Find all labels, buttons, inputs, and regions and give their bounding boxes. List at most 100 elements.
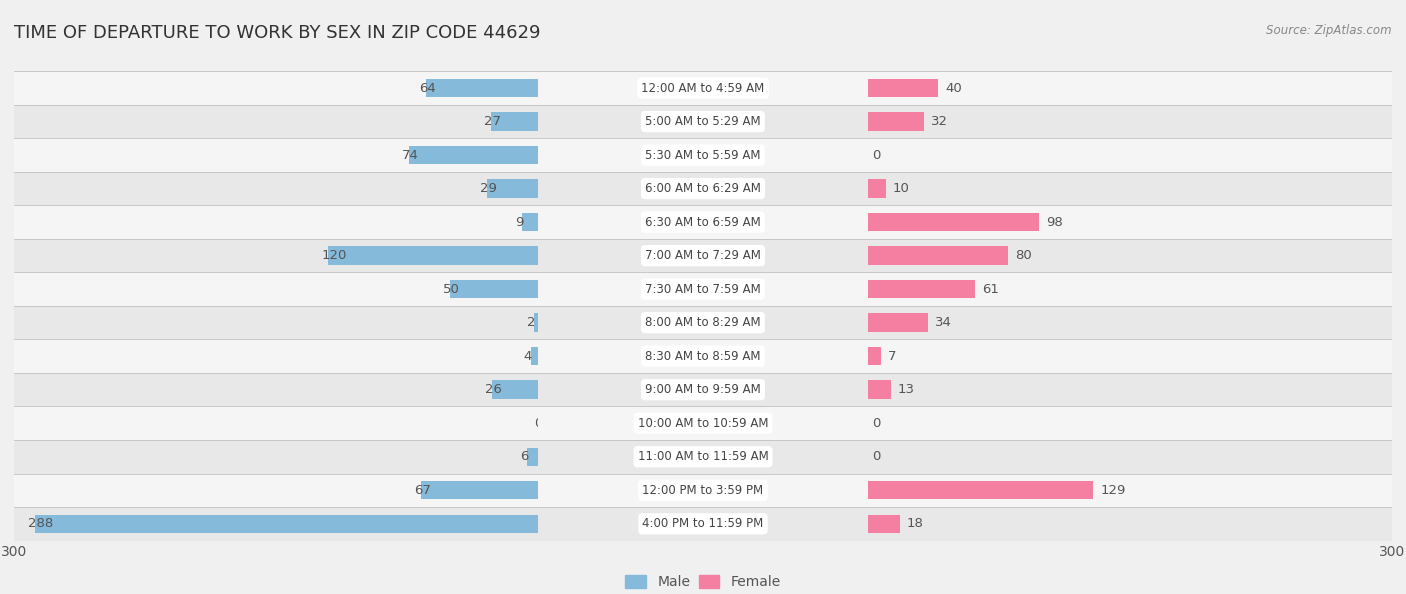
Bar bbox=[869, 314, 928, 332]
Text: 8:30 AM to 8:59 AM: 8:30 AM to 8:59 AM bbox=[645, 350, 761, 363]
Bar bbox=[14, 172, 537, 206]
Bar bbox=[537, 138, 869, 172]
Bar bbox=[869, 239, 1392, 273]
Bar bbox=[534, 314, 537, 332]
Bar bbox=[869, 306, 1392, 339]
Text: 288: 288 bbox=[28, 517, 53, 530]
Bar bbox=[537, 306, 869, 339]
Bar bbox=[486, 179, 537, 198]
Bar bbox=[14, 473, 537, 507]
Text: 0: 0 bbox=[872, 148, 880, 162]
Text: 120: 120 bbox=[321, 249, 347, 262]
Bar bbox=[537, 406, 869, 440]
Text: 6:30 AM to 6:59 AM: 6:30 AM to 6:59 AM bbox=[645, 216, 761, 229]
Text: 18: 18 bbox=[907, 517, 924, 530]
Text: 11:00 AM to 11:59 AM: 11:00 AM to 11:59 AM bbox=[638, 450, 768, 463]
Bar bbox=[14, 406, 537, 440]
Text: 9:00 AM to 9:59 AM: 9:00 AM to 9:59 AM bbox=[645, 383, 761, 396]
Bar bbox=[14, 440, 537, 473]
Bar bbox=[869, 347, 880, 365]
Bar bbox=[869, 138, 1392, 172]
Bar bbox=[869, 406, 1392, 440]
Text: 10: 10 bbox=[893, 182, 910, 195]
Bar bbox=[14, 373, 537, 406]
Bar bbox=[537, 473, 869, 507]
Bar bbox=[869, 280, 974, 298]
Text: 0: 0 bbox=[872, 417, 880, 429]
Bar bbox=[869, 406, 1392, 440]
Bar bbox=[14, 239, 537, 273]
Text: 5:00 AM to 5:29 AM: 5:00 AM to 5:29 AM bbox=[645, 115, 761, 128]
Text: 4:00 PM to 11:59 PM: 4:00 PM to 11:59 PM bbox=[643, 517, 763, 530]
Bar bbox=[869, 514, 900, 533]
Bar bbox=[14, 507, 537, 541]
Bar bbox=[14, 71, 537, 105]
Bar bbox=[869, 473, 1392, 507]
Bar bbox=[491, 112, 537, 131]
Text: 129: 129 bbox=[1101, 484, 1126, 497]
Text: 0: 0 bbox=[534, 417, 543, 429]
Bar bbox=[869, 507, 1392, 541]
Bar bbox=[537, 71, 869, 105]
Text: 32: 32 bbox=[931, 115, 948, 128]
Bar bbox=[869, 71, 1392, 105]
Bar bbox=[869, 381, 891, 399]
Text: 0: 0 bbox=[872, 450, 880, 463]
Bar bbox=[537, 339, 869, 373]
Text: 64: 64 bbox=[419, 81, 436, 94]
Bar bbox=[869, 172, 1392, 206]
Bar bbox=[869, 172, 1392, 206]
Bar bbox=[14, 373, 537, 406]
Bar bbox=[537, 206, 869, 239]
Bar bbox=[14, 339, 537, 373]
Bar bbox=[420, 481, 537, 500]
Bar bbox=[527, 447, 537, 466]
Bar bbox=[869, 112, 924, 131]
Bar bbox=[869, 481, 1094, 500]
Bar bbox=[14, 172, 537, 206]
Bar bbox=[869, 213, 1039, 231]
Text: 27: 27 bbox=[484, 115, 501, 128]
Bar bbox=[869, 273, 1392, 306]
Bar bbox=[537, 138, 869, 172]
Bar bbox=[14, 406, 537, 440]
Bar bbox=[14, 306, 537, 339]
Bar bbox=[869, 273, 1392, 306]
Text: 26: 26 bbox=[485, 383, 502, 396]
Bar bbox=[869, 206, 1392, 239]
Text: 12:00 AM to 4:59 AM: 12:00 AM to 4:59 AM bbox=[641, 81, 765, 94]
Text: 2: 2 bbox=[527, 316, 536, 329]
Bar bbox=[537, 373, 869, 406]
Bar bbox=[869, 339, 1392, 373]
Legend: Male, Female: Male, Female bbox=[620, 570, 786, 594]
Bar bbox=[869, 179, 886, 198]
Bar bbox=[522, 213, 537, 231]
Bar bbox=[14, 507, 537, 541]
Bar bbox=[14, 273, 537, 306]
Bar bbox=[14, 440, 537, 473]
Bar bbox=[537, 339, 869, 373]
Bar bbox=[537, 507, 869, 541]
Text: 8:00 AM to 8:29 AM: 8:00 AM to 8:29 AM bbox=[645, 316, 761, 329]
Bar bbox=[869, 247, 1008, 265]
Text: 74: 74 bbox=[402, 148, 419, 162]
Text: 50: 50 bbox=[443, 283, 460, 296]
Bar bbox=[537, 306, 869, 339]
Bar bbox=[869, 440, 1392, 473]
Text: 9: 9 bbox=[515, 216, 523, 229]
Bar bbox=[537, 473, 869, 507]
Text: 34: 34 bbox=[935, 316, 952, 329]
Bar bbox=[14, 206, 537, 239]
Bar bbox=[869, 71, 1392, 105]
Bar bbox=[409, 146, 537, 165]
Text: 7:30 AM to 7:59 AM: 7:30 AM to 7:59 AM bbox=[645, 283, 761, 296]
Bar bbox=[537, 273, 869, 306]
Text: 6:00 AM to 6:29 AM: 6:00 AM to 6:29 AM bbox=[645, 182, 761, 195]
Bar bbox=[14, 273, 537, 306]
Text: 80: 80 bbox=[1015, 249, 1032, 262]
Bar bbox=[537, 105, 869, 138]
Text: 4: 4 bbox=[523, 350, 531, 363]
Bar bbox=[537, 105, 869, 138]
Bar bbox=[537, 71, 869, 105]
Bar bbox=[537, 172, 869, 206]
